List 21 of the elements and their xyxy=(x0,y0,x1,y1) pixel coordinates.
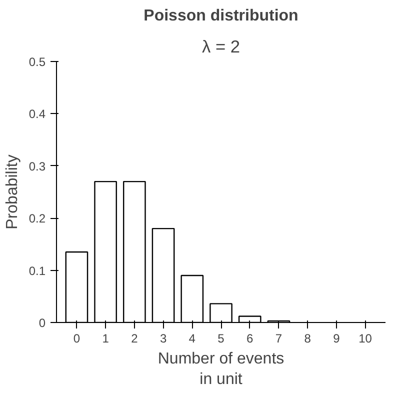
x-axis-title: Number of events in unit xyxy=(158,350,284,388)
y-tick-label: 0.3 xyxy=(28,159,46,174)
x-tick-label: 8 xyxy=(304,332,312,346)
x-tick-label: 2 xyxy=(131,332,138,346)
x-tick-label: 1 xyxy=(102,332,110,346)
y-axis-title: Probability xyxy=(4,154,21,230)
x-tick-label: 0 xyxy=(73,332,80,346)
y-tick-label: 0.1 xyxy=(28,264,46,278)
x-tick-label: 4 xyxy=(188,332,196,346)
chart-subtitle: λ = 2 xyxy=(202,36,240,56)
chart-title: Poisson distribution xyxy=(144,8,298,24)
x-tick-label: 7 xyxy=(275,332,282,346)
x-tick-label: 6 xyxy=(246,332,254,346)
y-tick-label: 0.2 xyxy=(28,212,46,226)
x-tick-label: 9 xyxy=(333,332,340,346)
y-tick-label: 0 xyxy=(38,316,46,330)
y-tick-label: 0.5 xyxy=(28,55,46,69)
x-tick-label: 3 xyxy=(160,332,167,346)
y-tick-label: 0.4 xyxy=(28,107,46,122)
x-tick-label: 10 xyxy=(358,332,372,346)
x-tick-label: 5 xyxy=(218,332,225,346)
